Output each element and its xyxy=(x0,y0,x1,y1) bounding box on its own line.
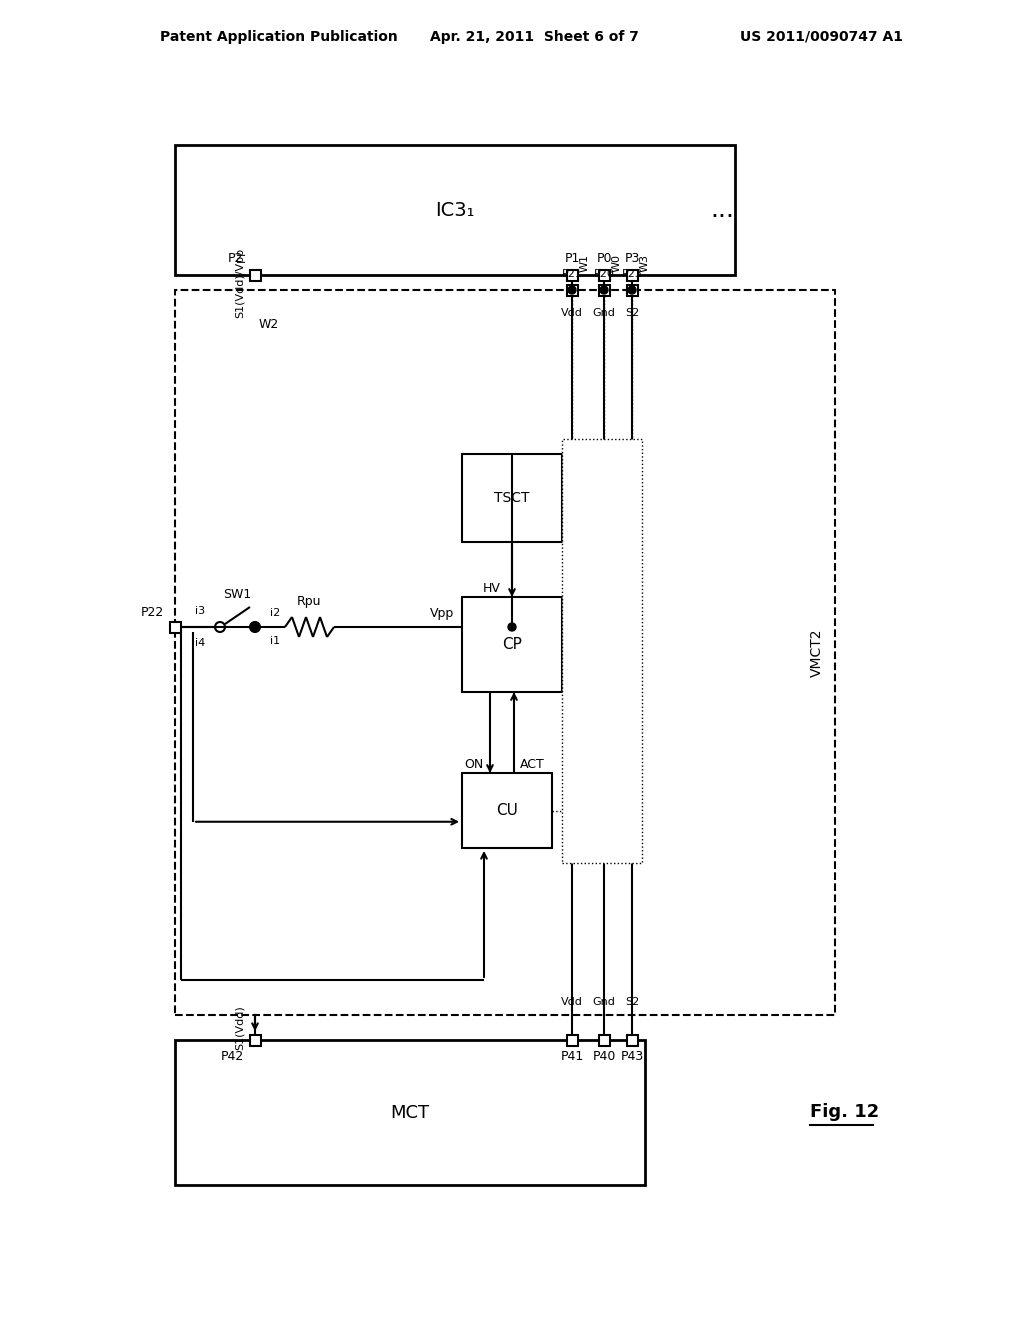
Text: P42: P42 xyxy=(220,1049,244,1063)
Text: S2: S2 xyxy=(625,308,639,318)
Text: P21: P21 xyxy=(561,269,583,279)
Text: ...: ... xyxy=(710,198,734,222)
Text: ACT: ACT xyxy=(519,758,545,771)
Text: S1(Vdd)/Vpp: S1(Vdd)/Vpp xyxy=(234,247,245,318)
Bar xyxy=(462,774,552,847)
Bar xyxy=(462,597,562,692)
Circle shape xyxy=(628,286,636,294)
Text: P20: P20 xyxy=(594,269,614,279)
Text: Rpu: Rpu xyxy=(297,594,322,607)
Bar xyxy=(250,1035,260,1045)
Text: i2: i2 xyxy=(270,609,281,618)
Bar xyxy=(462,454,562,543)
Bar xyxy=(562,440,642,863)
Text: P1: P1 xyxy=(564,252,580,264)
Circle shape xyxy=(568,286,575,294)
Text: W2: W2 xyxy=(259,318,280,331)
Text: P41: P41 xyxy=(560,1051,584,1064)
Bar xyxy=(566,1035,578,1045)
Text: Patent Application Publication: Patent Application Publication xyxy=(160,30,397,44)
Bar xyxy=(627,1035,638,1045)
Text: SW1: SW1 xyxy=(223,587,252,601)
Text: W0: W0 xyxy=(612,253,622,272)
Text: CP: CP xyxy=(502,638,522,652)
Text: Vdd: Vdd xyxy=(561,997,583,1007)
Text: Vpp: Vpp xyxy=(430,606,454,619)
Bar xyxy=(598,285,609,296)
Text: P43: P43 xyxy=(621,1051,644,1064)
Circle shape xyxy=(508,623,516,631)
Text: HV: HV xyxy=(483,582,501,594)
Text: Fig. 12: Fig. 12 xyxy=(810,1104,880,1121)
Circle shape xyxy=(600,286,608,294)
Bar xyxy=(627,269,638,281)
Text: W3: W3 xyxy=(640,253,650,272)
Text: MCT: MCT xyxy=(390,1104,429,1122)
Bar xyxy=(175,1040,645,1185)
Text: S2: S2 xyxy=(625,997,639,1007)
Bar xyxy=(566,269,578,281)
Text: S1(Vdd): S1(Vdd) xyxy=(234,1005,245,1049)
Bar xyxy=(598,1035,609,1045)
Text: P22: P22 xyxy=(140,606,164,619)
Bar xyxy=(250,269,260,281)
Text: Gnd: Gnd xyxy=(593,308,615,318)
Text: TSCT: TSCT xyxy=(495,491,529,506)
Text: VMCT2: VMCT2 xyxy=(810,628,824,677)
Text: W1: W1 xyxy=(580,253,590,272)
Text: ON: ON xyxy=(464,758,483,771)
Circle shape xyxy=(251,623,259,631)
Text: P2: P2 xyxy=(227,252,243,265)
Text: P3: P3 xyxy=(625,252,640,264)
Bar xyxy=(175,145,735,275)
Text: P23: P23 xyxy=(622,269,642,279)
Text: Apr. 21, 2011  Sheet 6 of 7: Apr. 21, 2011 Sheet 6 of 7 xyxy=(430,30,639,44)
Text: P40: P40 xyxy=(592,1051,615,1064)
Text: P0: P0 xyxy=(596,252,611,264)
Text: Gnd: Gnd xyxy=(593,997,615,1007)
Bar xyxy=(598,269,609,281)
Text: US 2011/0090747 A1: US 2011/0090747 A1 xyxy=(740,30,903,44)
Bar xyxy=(627,285,638,296)
Text: i4: i4 xyxy=(195,638,205,648)
Text: i3: i3 xyxy=(195,606,205,616)
Text: CU: CU xyxy=(496,803,518,818)
Text: IC3₁: IC3₁ xyxy=(435,201,475,219)
Bar xyxy=(566,285,578,296)
Bar xyxy=(175,290,835,1015)
Bar xyxy=(170,622,180,632)
Text: i1: i1 xyxy=(270,636,280,645)
Text: Vdd: Vdd xyxy=(561,308,583,318)
